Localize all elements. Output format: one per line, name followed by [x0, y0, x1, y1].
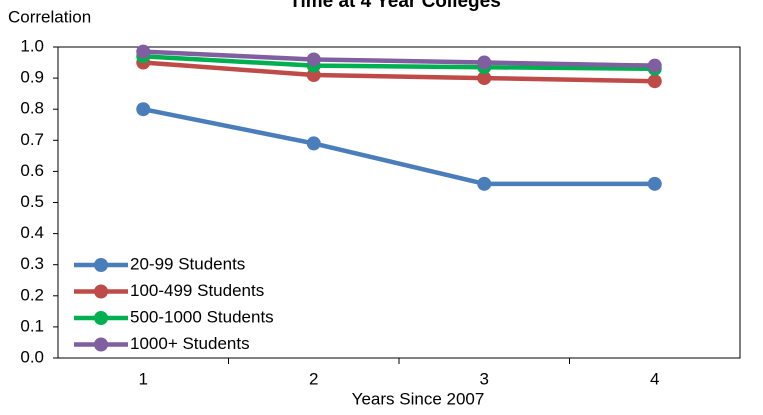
- series-line: [143, 49, 655, 68]
- data-point: [647, 176, 662, 191]
- data-point: [647, 58, 662, 73]
- series-line: [143, 54, 655, 72]
- y-tick-label: 0.5: [20, 192, 44, 211]
- x-tick-label: 4: [650, 369, 659, 388]
- x-tick-label: 1: [139, 369, 148, 388]
- data-point: [306, 136, 321, 151]
- y-tick-label: 0.4: [20, 223, 44, 242]
- y-tick-label: 1.0: [20, 36, 44, 55]
- series-line: [143, 60, 655, 84]
- chart-title: Time at 4 Year Colleges: [289, 0, 501, 12]
- legend-marker: [94, 337, 108, 352]
- y-tick-label: 0.3: [20, 254, 44, 273]
- data-point: [647, 74, 662, 89]
- legend-marker: [94, 311, 108, 325]
- legend-label: 100-499 Students: [130, 281, 264, 300]
- series-line: [142, 106, 655, 187]
- x-tick-label: 2: [309, 369, 318, 388]
- x-axis-label: Years Since 2007: [352, 389, 485, 408]
- y-tick-label: 0.2: [20, 285, 44, 304]
- data-point: [136, 44, 151, 59]
- legend-label: 500-1000 Students: [130, 307, 274, 326]
- y-tick-label: 0.9: [20, 68, 44, 87]
- x-tick-label: 3: [480, 369, 489, 388]
- legend-marker: [94, 284, 108, 299]
- data-point: [477, 55, 492, 70]
- y-tick-label: 0.1: [20, 316, 44, 335]
- data-point: [477, 71, 492, 86]
- y-tick-label: 0.7: [20, 130, 44, 149]
- legend-marker: [94, 258, 108, 272]
- data-point: [477, 176, 492, 191]
- data-point: [306, 52, 321, 67]
- legend-label: 1000+ Students: [130, 334, 250, 353]
- y-axis-label: Correlation: [8, 7, 91, 26]
- y-tick-label: 0.0: [20, 347, 44, 366]
- y-tick-label: 0.6: [20, 161, 44, 180]
- y-tick-label: 0.8: [20, 99, 44, 118]
- data-point: [136, 102, 151, 117]
- legend-label: 20-99 Students: [130, 254, 245, 273]
